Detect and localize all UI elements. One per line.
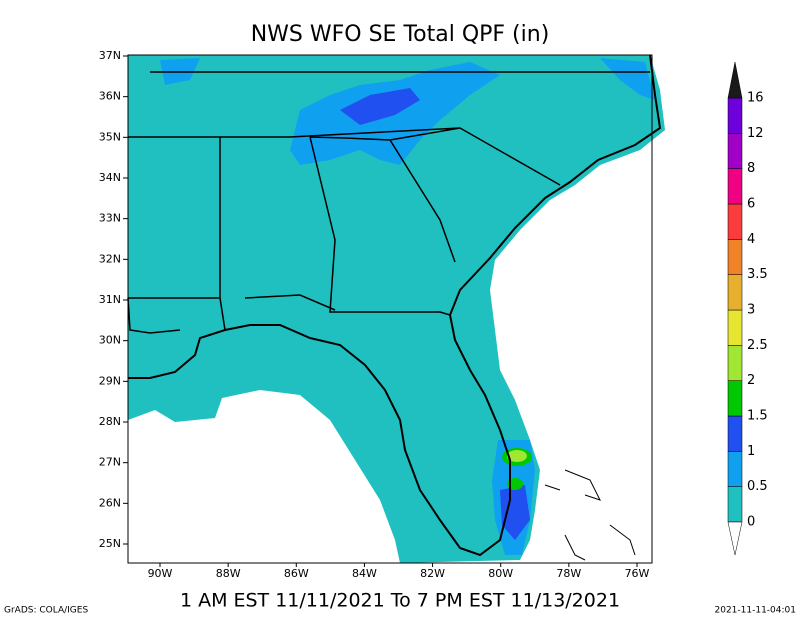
- subtitle: 1 AM EST 11/11/2021 To 7 PM EST 11/13/20…: [180, 590, 620, 612]
- lon-label: 84W: [352, 567, 377, 580]
- state-borders: [127, 71, 650, 334]
- credit: GrADS: COLA/IGES: [4, 606, 88, 616]
- colorbar-label: 4: [747, 232, 755, 247]
- lon-label: 86W: [284, 567, 309, 580]
- map-frame: [127, 54, 653, 564]
- lat-label: 32N: [99, 252, 121, 265]
- colorbar-box: [727, 345, 743, 381]
- colorbar-label: 0.5: [747, 479, 768, 494]
- colorbar-label: 3: [747, 303, 755, 318]
- colorbar-label: 8: [747, 161, 755, 176]
- lat-label: 28N: [99, 415, 121, 428]
- lon-label: 90W: [148, 567, 173, 580]
- lon-label: 78W: [556, 567, 581, 580]
- timestamp: 2021-11-11-04:01: [715, 606, 797, 616]
- lat-label: 30N: [99, 334, 121, 347]
- lon-label: 82W: [420, 567, 445, 580]
- lon-label: 76W: [625, 567, 650, 580]
- lat-label: 25N: [99, 537, 121, 550]
- colorbar-box: [727, 309, 743, 346]
- lon-label: 80W: [488, 567, 513, 580]
- colorbar-box: [727, 203, 743, 240]
- lat-label: 26N: [99, 496, 121, 509]
- precip-area: [128, 55, 665, 563]
- lat-label: 37N: [99, 49, 121, 62]
- colorbar-box: [727, 274, 743, 311]
- lon-label: 88W: [216, 567, 241, 580]
- colorbar-box: [727, 380, 743, 417]
- colorbar-label: 12: [747, 126, 764, 141]
- colorbar-label: 3.5: [747, 267, 768, 282]
- lat-label: 29N: [99, 374, 121, 387]
- title: NWS WFO SE Total QPF (in): [251, 22, 550, 47]
- colorbar-box: [727, 239, 743, 275]
- lat-label: 33N: [99, 212, 121, 225]
- lat-label: 27N: [99, 456, 121, 469]
- colorbar-label: 0: [747, 515, 755, 530]
- colorbar-box: [727, 415, 743, 452]
- colorbar-box: [727, 133, 743, 169]
- colorbar-under: [727, 521, 743, 556]
- lat-label: 34N: [99, 171, 121, 184]
- bahamas-outline: [544, 469, 636, 561]
- colorbar-box: [727, 168, 743, 205]
- colorbar-box: [727, 97, 743, 134]
- colorbar-label: 16: [747, 91, 764, 106]
- colorbar-over: [727, 61, 743, 99]
- colorbar-box: [727, 486, 743, 523]
- colorbar-box: [727, 451, 743, 487]
- coastline: [128, 54, 662, 557]
- colorbar-label: 1.5: [747, 409, 768, 424]
- lat-label: 36N: [99, 90, 121, 103]
- lat-label: 31N: [99, 293, 121, 306]
- colorbar-label: 6: [747, 197, 755, 212]
- lat-label: 35N: [99, 130, 121, 143]
- colorbar-label: 1: [747, 444, 755, 459]
- colorbar-label: 2: [747, 373, 755, 388]
- map: [127, 54, 665, 564]
- precip-light-green: [507, 450, 527, 462]
- colorbar-label: 2.5: [747, 338, 768, 353]
